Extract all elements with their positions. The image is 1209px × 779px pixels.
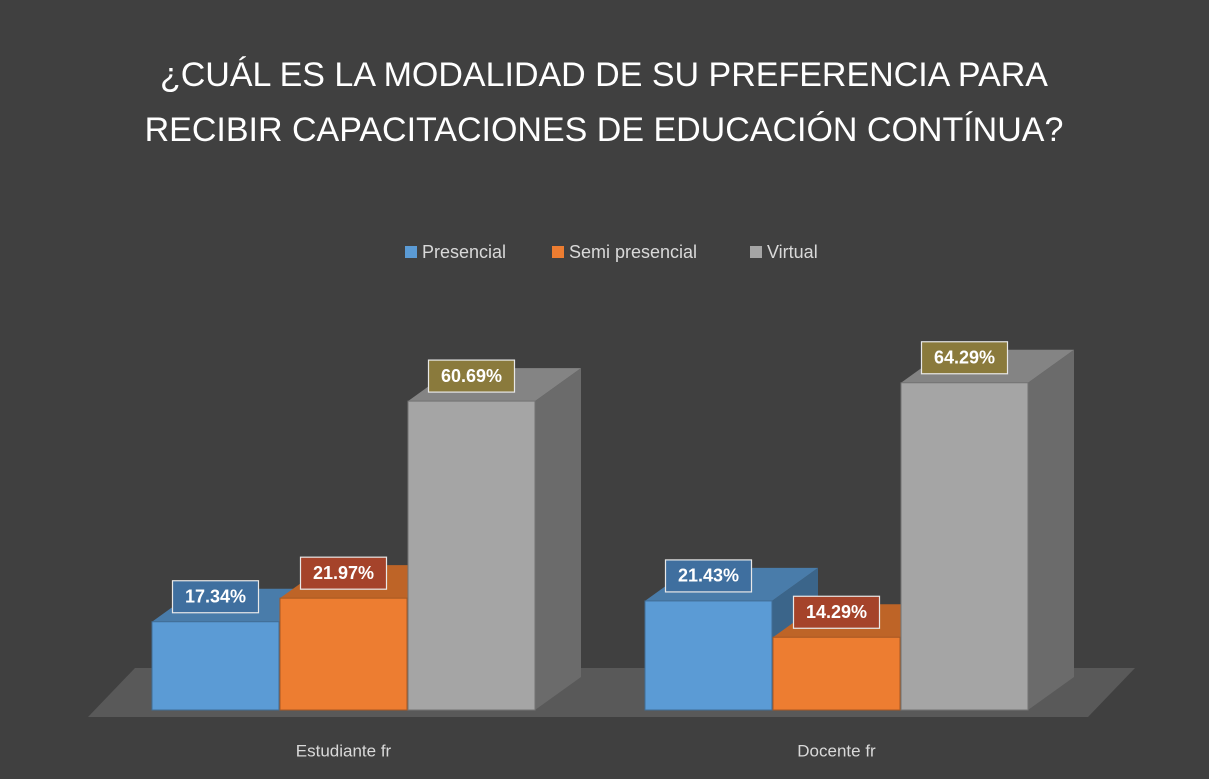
legend-swatch xyxy=(750,246,762,258)
data-label-box xyxy=(792,595,881,629)
data-label: 64.29% xyxy=(934,348,995,368)
data-label-box xyxy=(664,559,753,593)
legend-swatch xyxy=(552,246,564,258)
bar-side xyxy=(1028,349,1074,710)
legend-label: Presencial xyxy=(422,242,506,262)
bar xyxy=(772,636,901,711)
data-label-box xyxy=(427,359,516,393)
legend-swatch xyxy=(405,246,417,258)
data-label: 17.34% xyxy=(185,586,246,606)
data-label: 14.29% xyxy=(806,602,867,622)
data-label: 60.69% xyxy=(441,366,502,386)
legend-label: Virtual xyxy=(767,242,818,262)
data-label-box xyxy=(299,556,388,590)
data-label: 21.43% xyxy=(678,566,739,586)
bar xyxy=(407,400,536,711)
legend-label: Semi presencial xyxy=(569,242,697,262)
bar xyxy=(279,597,408,711)
bar xyxy=(644,600,773,711)
bar xyxy=(900,382,1029,711)
data-label-box xyxy=(171,580,260,614)
data-label-box xyxy=(920,341,1009,375)
bar xyxy=(151,621,280,711)
x-tick-label: Estudiante fr xyxy=(296,741,392,760)
chart-title: ¿CUÁL ES LA MODALIDAD DE SU PREFERENCIA … xyxy=(144,56,1064,149)
x-tick-label: Docente fr xyxy=(797,741,876,760)
data-label: 21.97% xyxy=(313,563,374,583)
bar-side xyxy=(535,368,581,710)
